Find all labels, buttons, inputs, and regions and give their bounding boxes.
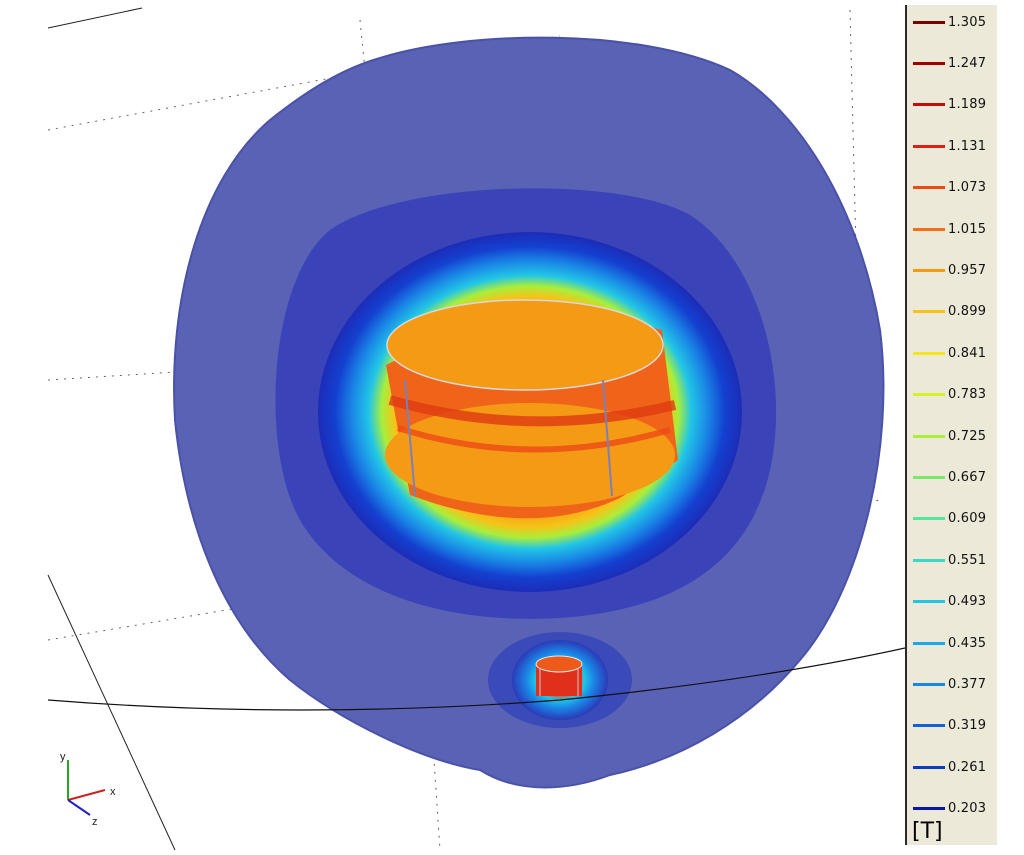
legend-color-swatch bbox=[913, 227, 945, 231]
small-cylinder bbox=[535, 655, 583, 696]
legend-entry: 1.015 bbox=[913, 221, 987, 237]
legend-entry: 0.841 bbox=[913, 345, 987, 361]
legend-entry: 0.435 bbox=[913, 635, 987, 651]
legend-value: 0.261 bbox=[948, 759, 987, 775]
legend-color-swatch bbox=[913, 434, 945, 438]
legend-value: 0.203 bbox=[948, 801, 987, 817]
legend-value: 0.667 bbox=[948, 469, 987, 485]
legend-entry: 0.261 bbox=[913, 759, 987, 775]
legend-entry: 1.073 bbox=[913, 180, 987, 196]
legend-color-swatch bbox=[913, 268, 945, 272]
boundary-curve bbox=[47, 647, 905, 711]
legend-color-swatch bbox=[913, 600, 945, 604]
legend-value: 0.319 bbox=[948, 718, 987, 734]
legend-color-swatch bbox=[913, 351, 945, 355]
legend-entry: 0.319 bbox=[913, 718, 987, 734]
legend-entry: 1.189 bbox=[913, 97, 987, 113]
legend-entry: 1.305 bbox=[913, 14, 987, 30]
legend-color-swatch bbox=[913, 393, 945, 397]
axis-label-z: z bbox=[92, 816, 98, 828]
legend-value: 0.957 bbox=[948, 262, 987, 278]
legend-value: 0.435 bbox=[948, 635, 987, 651]
legend-value: 0.841 bbox=[948, 345, 987, 361]
legend-color-swatch bbox=[913, 144, 945, 148]
axis-triad: y x z bbox=[60, 751, 116, 828]
legend-value: 0.551 bbox=[948, 552, 987, 568]
legend-color-swatch bbox=[913, 558, 945, 562]
axis-label-y: y bbox=[60, 751, 66, 763]
field-plot-viewport[interactable]: y x z bbox=[0, 0, 905, 855]
legend-color-swatch bbox=[913, 807, 945, 811]
color-legend: 1.305 1.247 1.189 1.131 1.073 1.015 0.957 0.899… bbox=[905, 5, 997, 845]
legend-entry: 0.899 bbox=[913, 304, 987, 320]
legend-value: 0.609 bbox=[948, 511, 987, 527]
legend-entry: 0.725 bbox=[913, 428, 987, 444]
legend-color-swatch bbox=[913, 186, 945, 190]
legend-entry: 0.609 bbox=[913, 511, 987, 527]
legend-color-swatch bbox=[913, 103, 945, 107]
legend-entry: 0.551 bbox=[913, 552, 987, 568]
legend-entry: 0.783 bbox=[913, 387, 987, 403]
legend-color-swatch bbox=[913, 20, 945, 24]
legend-entry: 0.493 bbox=[913, 594, 987, 610]
legend-color-swatch bbox=[913, 310, 945, 314]
legend-value: 0.899 bbox=[948, 304, 987, 320]
legend-color-swatch bbox=[913, 682, 945, 686]
legend-value: 1.247 bbox=[948, 55, 987, 71]
legend-color-swatch bbox=[913, 61, 945, 65]
legend-value: 1.073 bbox=[948, 180, 987, 196]
legend-entry: 0.667 bbox=[913, 469, 987, 485]
main-cylinder bbox=[385, 299, 678, 519]
legend-value: 0.493 bbox=[948, 594, 987, 610]
legend-entry: 0.377 bbox=[913, 676, 987, 692]
legend-color-swatch bbox=[913, 724, 945, 728]
legend-color-swatch bbox=[913, 475, 945, 479]
legend-unit: [T] bbox=[912, 819, 943, 844]
legend-entry: 1.247 bbox=[913, 55, 987, 71]
legend-value: 0.783 bbox=[948, 387, 987, 403]
axis-label-x: x bbox=[110, 786, 116, 798]
legend-color-swatch bbox=[913, 517, 945, 521]
legend-value: 1.015 bbox=[948, 221, 987, 237]
legend-value: 1.131 bbox=[948, 138, 987, 154]
legend-entry: 0.203 bbox=[913, 801, 987, 817]
legend-color-swatch bbox=[913, 641, 945, 645]
legend-value: 0.377 bbox=[948, 676, 987, 692]
legend-value: 0.725 bbox=[948, 428, 987, 444]
legend-entry: 1.131 bbox=[913, 138, 987, 154]
legend-value: 1.189 bbox=[948, 97, 987, 113]
legend-value: 1.305 bbox=[948, 14, 987, 30]
legend-color-swatch bbox=[913, 765, 945, 769]
legend-entry: 0.957 bbox=[913, 262, 987, 278]
